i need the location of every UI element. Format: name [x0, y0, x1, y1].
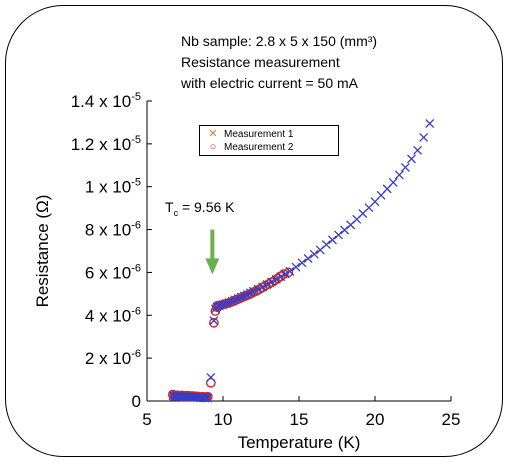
rounded-frame	[5, 5, 503, 457]
data-point-measurement-1	[285, 266, 295, 276]
tc-arrow-head	[205, 258, 220, 275]
data-point-measurement-1	[291, 262, 301, 272]
y-axis-label: Resistance (Ω)	[33, 195, 52, 308]
y-tick-label: 2 x 10-6	[85, 348, 141, 368]
y-tick-label: 4 x 10-6	[85, 305, 141, 325]
tc-value: = 9.56 K	[178, 199, 235, 215]
data-point-measurement-1	[267, 277, 277, 287]
legend-label-2: Measurement 2	[224, 142, 294, 153]
data-point-measurement-2	[205, 377, 216, 388]
data-point-measurement-1	[209, 316, 219, 326]
data-point-measurement-1	[388, 177, 398, 187]
data-point-measurement-1	[258, 282, 267, 292]
data-point-measurement-1	[215, 300, 225, 310]
data-point-measurement-1	[309, 249, 319, 259]
annotation-sample: Nb sample: 2.8 x 5 x 150 (mm³)	[181, 33, 378, 49]
data-point-measurement-1	[334, 230, 343, 240]
y-tick-label: 1 x 10-5	[85, 177, 141, 197]
x-tick-label: 20	[366, 410, 385, 429]
data-point-measurement-1	[303, 254, 313, 263]
legend-label-1: Measurement 1	[224, 129, 294, 140]
legend: ✕ Measurement 1 ○ Measurement 2	[199, 125, 339, 156]
data-point-measurement-1	[236, 292, 246, 302]
data-point-measurement-1	[394, 170, 404, 180]
data-point-measurement-1	[419, 132, 429, 142]
data-point-measurement-1	[262, 279, 272, 289]
x-tick-label: 10	[214, 410, 233, 429]
x-tick-label: 15	[290, 410, 309, 429]
data-point-measurement-1	[327, 235, 337, 245]
data-point-measurement-2	[275, 271, 286, 282]
data-point-measurement-1	[280, 269, 290, 279]
data-point-measurement-1	[201, 393, 211, 403]
data-point-measurement-1	[413, 145, 423, 155]
legend-item-measurement-2: ○ Measurement 2	[206, 141, 294, 154]
x-tick-label: 25	[442, 410, 461, 429]
circle-marker-icon: ○	[209, 141, 217, 153]
data-point-measurement-1	[203, 393, 213, 403]
data-point-measurement-1	[248, 286, 258, 296]
data-point-measurement-1	[297, 258, 307, 268]
tc-subscript: c	[173, 207, 179, 218]
y-tick-label: 0	[132, 392, 141, 411]
y-tick-label: 6 x 10-6	[85, 262, 141, 282]
data-point-measurement-1	[276, 272, 286, 282]
data-point-measurement-1	[221, 299, 231, 308]
x-tick-label: 5	[142, 410, 151, 429]
tc-label: Tc = 9.56 K	[165, 199, 235, 218]
y-tick-label: 8 x 10-6	[85, 220, 141, 240]
data-point-measurement-1	[340, 225, 350, 235]
data-point-measurement-1	[400, 162, 410, 172]
y-tick-label: 1.4 x 10-5	[71, 91, 141, 111]
cross-marker-icon: ✕	[208, 128, 218, 140]
data-point-measurement-1	[206, 372, 216, 382]
data-point-measurement-1	[321, 240, 331, 250]
annotation-current: with electric current = 50 mA	[181, 75, 359, 91]
data-point-measurement-1	[224, 297, 234, 307]
x-axis-label: Temperature (K)	[238, 433, 361, 452]
legend-item-measurement-1: ✕ Measurement 1	[206, 128, 293, 141]
data-point-measurement-1	[253, 284, 263, 294]
data-point-measurement-1	[230, 295, 240, 305]
data-point-measurement-1	[200, 393, 210, 403]
y-tick-label: 1.2 x 10-5	[71, 134, 141, 154]
annotation-measurement: Resistance measurement	[181, 54, 340, 70]
data-point-measurement-1	[407, 154, 416, 164]
data-point-measurement-1	[218, 300, 228, 310]
tc-symbol: T	[165, 199, 174, 215]
data-point-measurement-2	[208, 317, 219, 328]
data-point-measurement-1	[271, 274, 281, 284]
data-point-measurement-1	[425, 119, 435, 128]
